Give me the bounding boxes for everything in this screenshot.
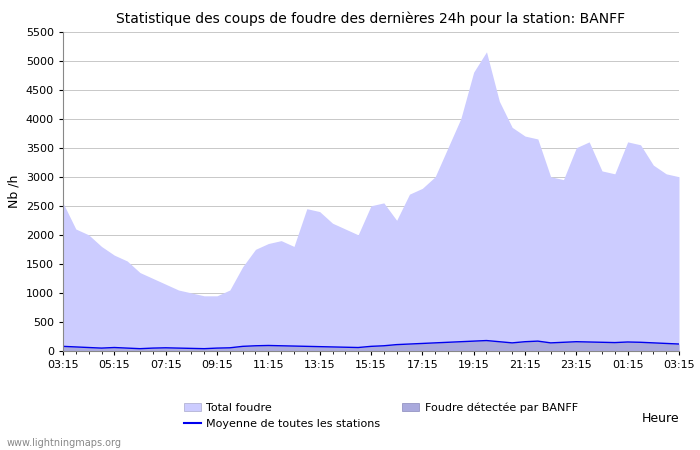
Title: Statistique des coups de foudre des dernières 24h pour la station: BANFF: Statistique des coups de foudre des dern… [116, 12, 626, 26]
Y-axis label: Nb /h: Nb /h [7, 175, 20, 208]
Text: Heure: Heure [641, 412, 679, 425]
Legend: Total foudre, Moyenne de toutes les stations, Foudre détectée par BANFF: Total foudre, Moyenne de toutes les stat… [179, 398, 582, 433]
Text: www.lightningmaps.org: www.lightningmaps.org [7, 438, 122, 448]
